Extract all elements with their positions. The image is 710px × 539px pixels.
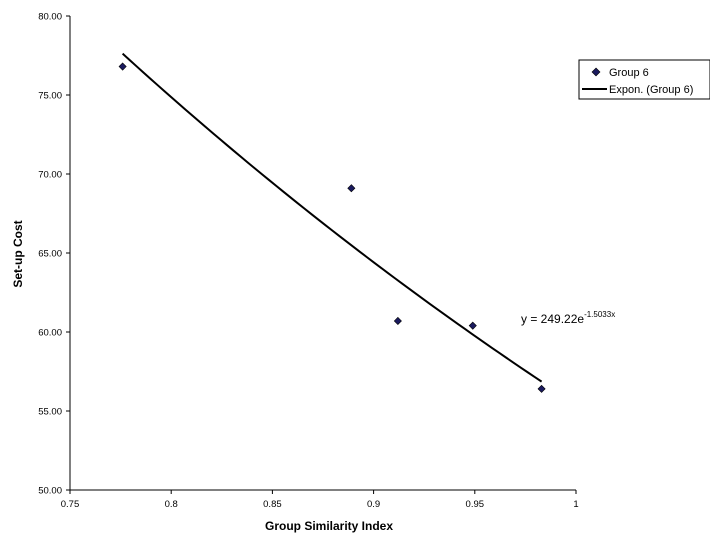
y-tick-label: 70.00 (38, 170, 62, 181)
x-ticks: 0.75 0.8 0.85 0.9 0.95 1 (61, 490, 579, 510)
y-tick-label: 60.00 (38, 328, 62, 339)
y-axis-title: Set-up Cost (11, 220, 25, 287)
data-point (393, 316, 402, 325)
data-point (118, 62, 127, 71)
y-tick-label: 50.00 (38, 486, 62, 497)
legend: Group 6 Expon. (Group 6) (578, 59, 710, 100)
trendline (121, 52, 543, 383)
data-point (468, 321, 477, 330)
y-ticks: 50.00 55.00 60.00 65.00 70.00 75.00 80.00 (38, 12, 70, 497)
legend-label-series: Group 6 (609, 67, 649, 79)
x-tick-label: 0.75 (61, 499, 80, 510)
data-points (118, 62, 546, 393)
legend-marker-diamond (591, 67, 601, 77)
x-axis-title: Group Similarity Index (265, 519, 393, 533)
legend-box (578, 59, 710, 100)
axes (69, 16, 576, 491)
x-tick-label: 0.95 (466, 499, 485, 510)
data-point (537, 384, 546, 393)
y-tick-label: 75.00 (38, 91, 62, 102)
trendline-equation: y = 249.22e-1.5033x (521, 310, 615, 326)
legend-label-trendline: Expon. (Group 6) (609, 84, 693, 96)
y-tick-label: 65.00 (38, 249, 62, 260)
x-tick-label: 1 (573, 499, 578, 510)
data-point (347, 184, 356, 193)
y-tick-label: 55.00 (38, 407, 62, 418)
equation-prefix: y = 249.22e (521, 312, 584, 326)
x-tick-label: 0.8 (165, 499, 178, 510)
y-tick-label: 80.00 (38, 12, 62, 23)
x-tick-label: 0.9 (367, 499, 380, 510)
equation-exponent: -1.5033x (584, 310, 615, 319)
x-tick-label: 0.85 (263, 499, 282, 510)
